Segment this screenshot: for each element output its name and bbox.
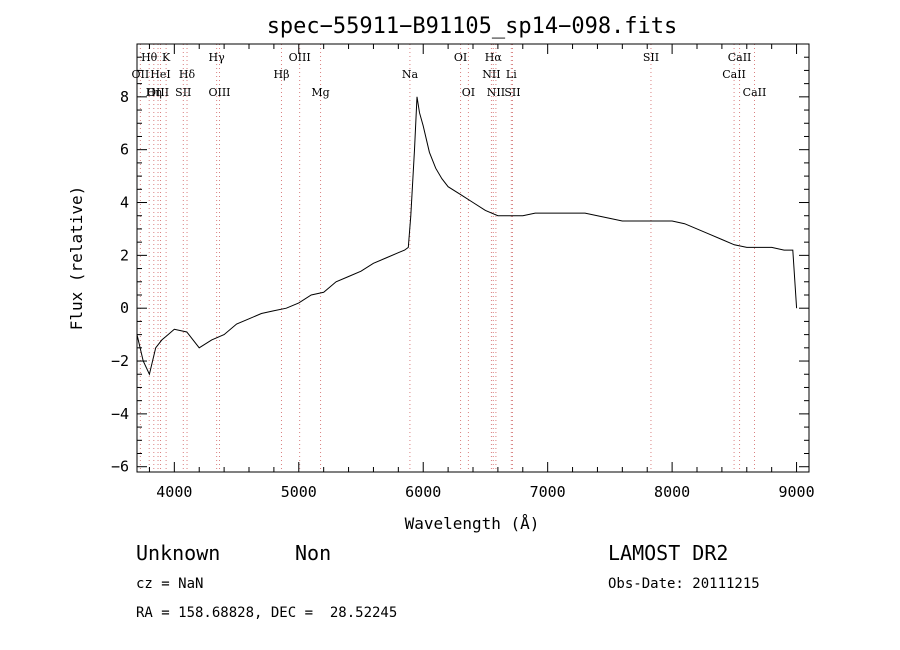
line-marker-label: SII (643, 51, 659, 64)
survey-release: LAMOST DR2 (608, 541, 729, 565)
line-marker-label: Hη (146, 86, 162, 99)
line-marker-label: OI (462, 86, 475, 99)
line-marker-label: CaII (722, 68, 746, 81)
spectrum-series (136, 96, 798, 376)
spectrum-chart: spec−55911−B91105_sp14−098.fits HθOIIHηO… (67, 14, 815, 533)
x-tick-label: 8000 (654, 483, 690, 501)
line-marker-label: OI (454, 51, 467, 64)
object-class: Unknown (136, 541, 221, 565)
line-marker-label: HeI (150, 68, 170, 81)
line-marker-label: SII (504, 86, 520, 99)
y-axis: −6 −4 −2 0 2 4 6 8 (111, 56, 809, 476)
line-marker-label: NII (487, 86, 505, 99)
line-marker-label: OII (132, 68, 150, 81)
y-tick-label: −6 (111, 458, 129, 476)
line-marker-label: CaII (728, 51, 752, 64)
x-tick-label: 7000 (530, 483, 566, 501)
x-tick-label: 4000 (156, 483, 192, 501)
sky-coordinates: RA = 158.68828, DEC = 28.52245 (136, 605, 398, 621)
line-marker-label: Mg (311, 86, 329, 99)
line-marker-label: Hγ (209, 51, 226, 64)
line-marker-label: Hδ (179, 68, 196, 81)
line-marker-label: OIII (289, 51, 311, 64)
y-tick-label: 4 (120, 194, 129, 212)
observation-date: Obs-Date: 20111215 (608, 576, 760, 592)
object-subclass: Non (295, 541, 332, 565)
line-marker-label: Hθ (141, 51, 158, 64)
line-marker-label: OIII (147, 86, 169, 99)
x-tick-label: 6000 (405, 483, 441, 501)
x-axis-label: Wavelength (Å) (405, 514, 540, 533)
x-axis: 4000 5000 6000 7000 8000 9000 (148, 44, 815, 501)
plot-frame (136, 43, 810, 473)
line-marker-label: SII (175, 86, 191, 99)
redshift-cz: cz = NaN (136, 576, 204, 592)
y-tick-label: −4 (111, 405, 129, 423)
line-marker-guides (139, 44, 755, 472)
chart-title: spec−55911−B91105_sp14−098.fits (267, 14, 678, 39)
spectrum-line (136, 96, 798, 376)
line-marker-label: OIII (208, 86, 230, 99)
line-marker-label: CaII (743, 86, 767, 99)
line-marker-label: Li (506, 68, 517, 81)
line-marker-label: K (162, 51, 171, 64)
y-tick-label: 8 (120, 88, 129, 106)
x-tick-label: 9000 (778, 483, 814, 501)
line-marker-label: Na (402, 68, 419, 81)
y-tick-label: 0 (120, 299, 129, 317)
line-marker-label: Hβ (274, 68, 290, 81)
y-tick-label: −2 (111, 352, 129, 370)
line-marker-label: Hα (485, 51, 503, 64)
y-tick-label: 2 (120, 246, 129, 264)
line-marker-label: NII (482, 68, 500, 81)
y-axis-label: Flux (relative) (67, 186, 86, 331)
x-tick-label: 5000 (281, 483, 317, 501)
y-tick-label: 6 (120, 141, 129, 159)
